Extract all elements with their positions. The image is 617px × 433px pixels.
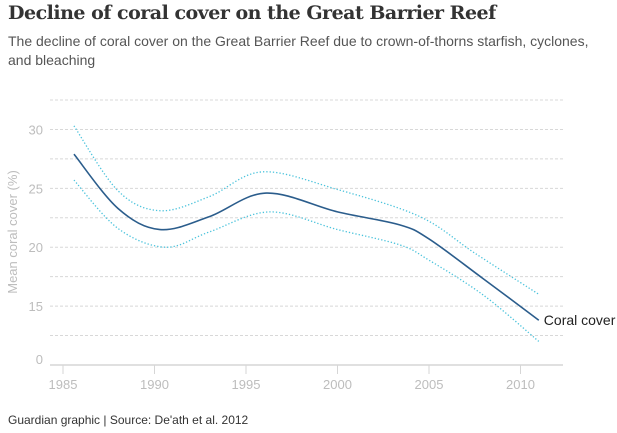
y-tick-label: 20 xyxy=(29,240,43,255)
x-tick-label: 2010 xyxy=(506,377,535,392)
y-tick-label: 0 xyxy=(36,352,43,367)
chart-subtitle: The decline of coral cover on the Great … xyxy=(8,33,589,68)
x-tick-label: 2000 xyxy=(323,377,352,392)
y-tick-label: 25 xyxy=(29,181,43,196)
x-tick-label: 1990 xyxy=(140,377,169,392)
y-axis-label: Mean coral cover (%) xyxy=(5,170,20,294)
y-tick-label: 30 xyxy=(29,122,43,137)
series-line-coral-cover xyxy=(73,153,540,321)
x-tick-label: 1995 xyxy=(232,377,261,392)
source-footer: Guardian graphic | Source: De'ath et al.… xyxy=(8,413,249,427)
chart-title: Decline of coral cover on the Great Barr… xyxy=(8,2,496,24)
lower-confidence-line xyxy=(73,179,540,342)
x-tick-label: 1985 xyxy=(49,377,78,392)
series-label: Coral cover xyxy=(544,312,616,328)
x-tick-label: 2005 xyxy=(415,377,444,392)
upper-confidence-line xyxy=(73,125,540,295)
y-tick-label: 15 xyxy=(29,299,43,314)
